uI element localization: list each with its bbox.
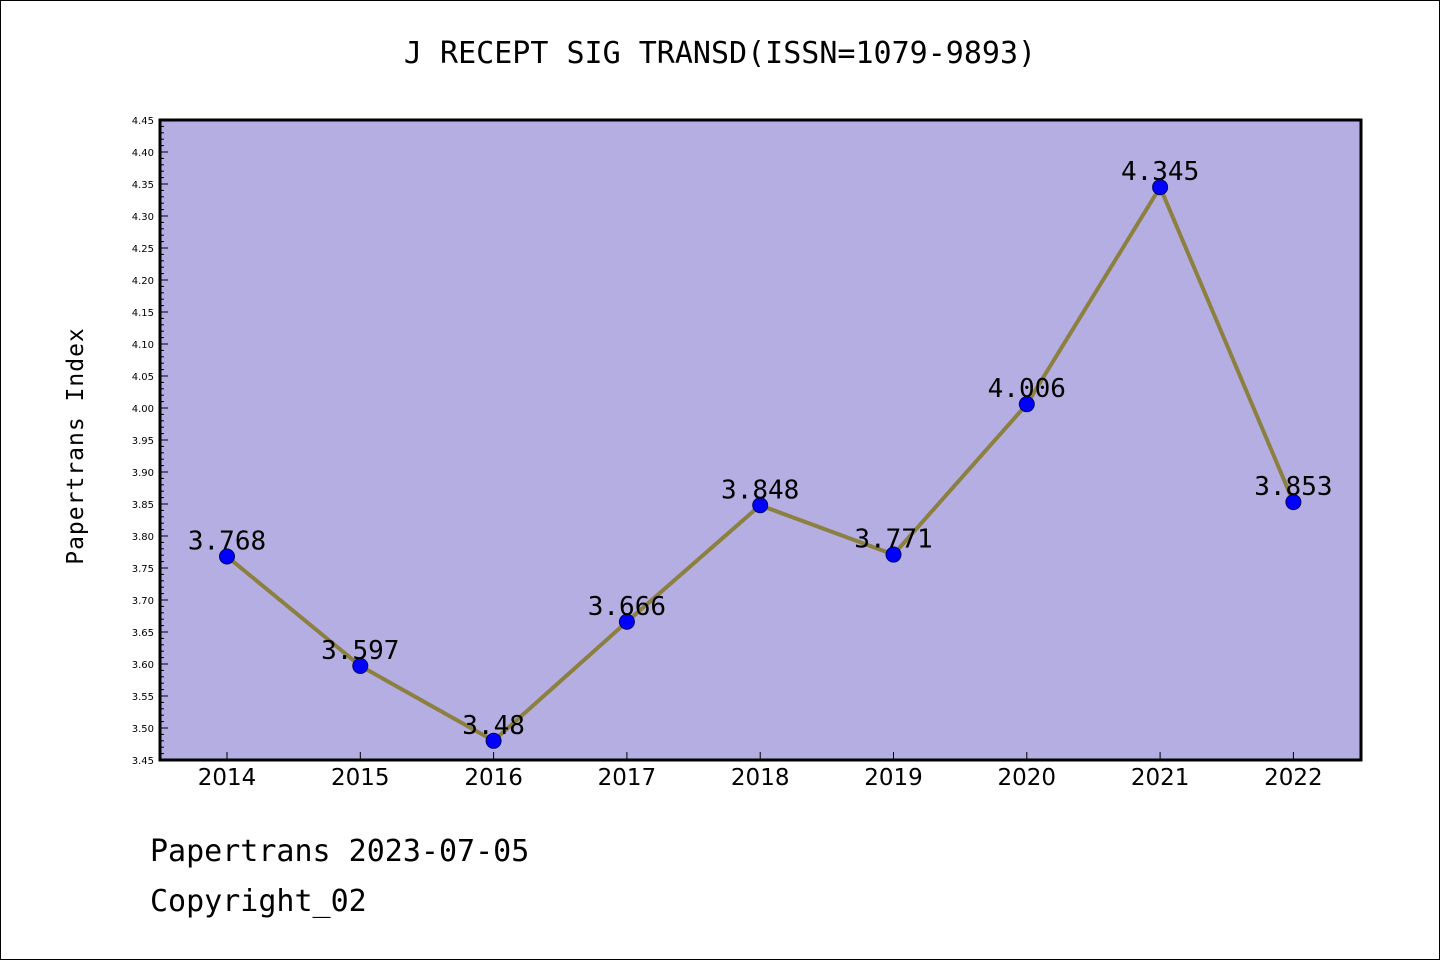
data-point <box>1018 396 1035 413</box>
data-label: 3.771 <box>854 525 932 555</box>
y-tick-label: 4.10 <box>132 340 154 351</box>
y-tick-label: 3.60 <box>132 660 154 671</box>
y-tick-label: 3.70 <box>132 596 154 607</box>
y-tick-label: 4.15 <box>132 308 154 319</box>
data-label: 3.597 <box>321 636 399 666</box>
data-label: 3.853 <box>1254 472 1332 502</box>
y-tick-label: 4.45 <box>132 116 154 127</box>
data-point <box>885 546 902 563</box>
x-tick-label: 2017 <box>598 765 657 791</box>
x-tick-label: 2022 <box>1264 765 1323 791</box>
y-axis-ticks: 3.45 3.50 3.55 3.60 3.65 3.70 3.75 3.80 3.85 3.90… <box>132 116 168 767</box>
x-tick-label: 2019 <box>864 765 923 791</box>
data-point <box>1285 494 1302 511</box>
y-tick-label: 4.35 <box>132 180 154 191</box>
plot-area <box>160 120 1361 760</box>
data-label: 3.768 <box>188 526 266 556</box>
plot-border <box>158 118 1363 762</box>
y-tick-label: 4.25 <box>132 244 154 255</box>
x-tick-label: 2018 <box>731 765 790 791</box>
data-label: 3.48 <box>462 711 525 741</box>
data-point <box>618 613 635 630</box>
data-labels-group: 3.768 3.597 3.48 3.666 3.848 3.771 4.006 4.345 3… <box>188 157 1333 741</box>
y-tick-label: 4.40 <box>132 148 154 159</box>
x-tick-label: 2016 <box>464 765 523 791</box>
data-label: 4.345 <box>1121 157 1199 187</box>
markers-group <box>219 179 1302 749</box>
chart-title: J RECEPT SIG TRANSD(ISSN=1079-9893) <box>403 36 1037 71</box>
y-tick-label: 3.50 <box>132 724 154 735</box>
y-tick-label: 4.05 <box>132 372 154 383</box>
data-point <box>219 548 235 565</box>
x-tick-label: 2020 <box>998 765 1057 791</box>
y-tick-label: 4.30 <box>132 212 154 223</box>
data-point <box>752 497 769 514</box>
data-point <box>1152 179 1169 196</box>
x-tick-label: 2015 <box>331 765 390 791</box>
y-tick-label: 4.00 <box>132 404 154 415</box>
data-label: 3.666 <box>588 592 666 622</box>
y-tick-label: 3.85 <box>132 500 154 511</box>
footer-date-line: Papertrans 2023-07-05 <box>150 834 530 869</box>
data-label: 4.006 <box>988 374 1066 404</box>
data-point <box>485 732 502 749</box>
data-label: 3.848 <box>721 475 799 505</box>
y-tick-label: 3.55 <box>132 692 154 703</box>
y-tick-label: 3.75 <box>132 564 154 575</box>
footer-copyright: Copyright_02 <box>150 884 367 919</box>
x-axis-ticks: 2014 2015 2016 2017 2018 2019 2020 2021 2022 <box>198 752 1323 791</box>
y-tick-label: 3.45 <box>132 756 154 767</box>
y-tick-label: 3.65 <box>132 628 154 639</box>
data-point <box>352 657 369 674</box>
y-tick-label: 3.95 <box>132 436 154 447</box>
y-tick-label: 4.20 <box>132 276 154 287</box>
y-tick-label: 3.80 <box>132 532 154 543</box>
x-tick-label: 2014 <box>198 765 257 791</box>
y-tick-label: 3.90 <box>132 468 154 479</box>
x-tick-label: 2021 <box>1131 765 1190 791</box>
